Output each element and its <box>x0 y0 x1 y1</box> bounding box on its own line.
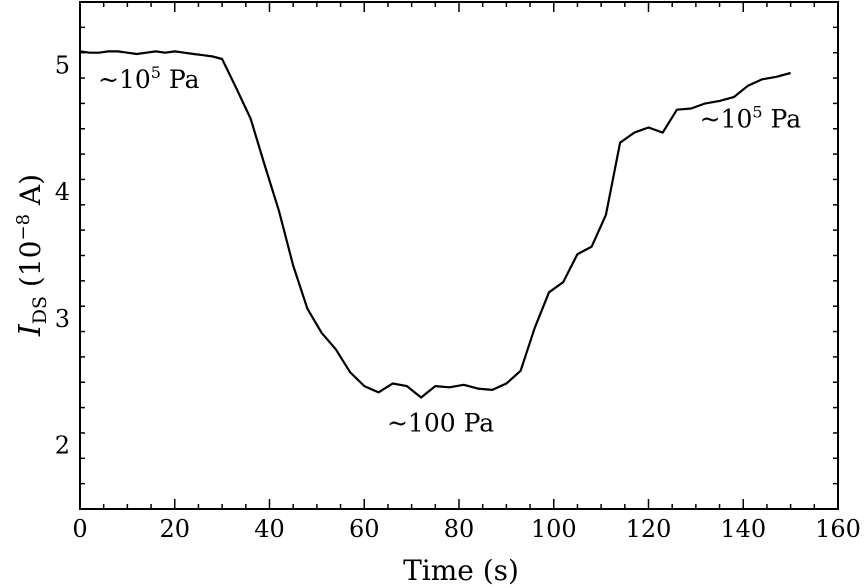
annotations: ~105 Pa~100 Pa~105 Pa <box>98 63 801 437</box>
y-tick-label: 3 <box>55 305 70 333</box>
pressure-annotation: ~100 Pa <box>387 409 494 438</box>
annotation-base: ~100 <box>387 409 456 438</box>
x-tick-label: 140 <box>720 515 766 543</box>
y-axis-label-unit-open: (10 <box>14 241 47 296</box>
y-axis-label: IDS (10−8 A) <box>13 174 51 337</box>
y-axis-label-unit-close: A) <box>14 174 47 214</box>
y-axis-ticks: 2 3 4 5 <box>55 1 838 510</box>
y-axis-label-symbol: I <box>13 323 48 337</box>
x-tick-label: 60 <box>349 515 380 543</box>
x-tick-label: 100 <box>531 515 577 543</box>
x-tick-label: 0 <box>72 515 87 543</box>
x-tick-label: 20 <box>159 515 190 543</box>
annotation-unit: Pa <box>763 104 802 133</box>
annotation-base: ~10 <box>700 104 753 133</box>
y-axis-label-subscript: DS <box>29 296 51 324</box>
y-tick-label: 2 <box>55 432 70 460</box>
x-tick-label: 40 <box>254 515 285 543</box>
x-axis-ticks: 0 20 40 60 80 100 120 140 160 <box>72 2 861 543</box>
annotation-unit: Pa <box>161 65 200 94</box>
x-tick-label: 160 <box>815 515 861 543</box>
pressure-annotation: ~105 Pa <box>98 63 200 94</box>
annotation-exponent: 5 <box>752 102 762 121</box>
y-axis-label-unit-exponent: −8 <box>13 214 34 241</box>
y-tick-label: 4 <box>55 178 70 206</box>
x-tick-label: 120 <box>626 515 672 543</box>
y-tick-label: 5 <box>55 51 70 79</box>
pressure-annotation: ~105 Pa <box>700 102 802 133</box>
annotation-unit: Pa <box>456 409 495 438</box>
annotation-exponent: 5 <box>151 63 161 82</box>
series-line <box>79 50 791 399</box>
x-axis-label: Time (s) <box>403 554 519 587</box>
annotation-base: ~10 <box>98 65 151 94</box>
x-tick-label: 80 <box>444 515 475 543</box>
